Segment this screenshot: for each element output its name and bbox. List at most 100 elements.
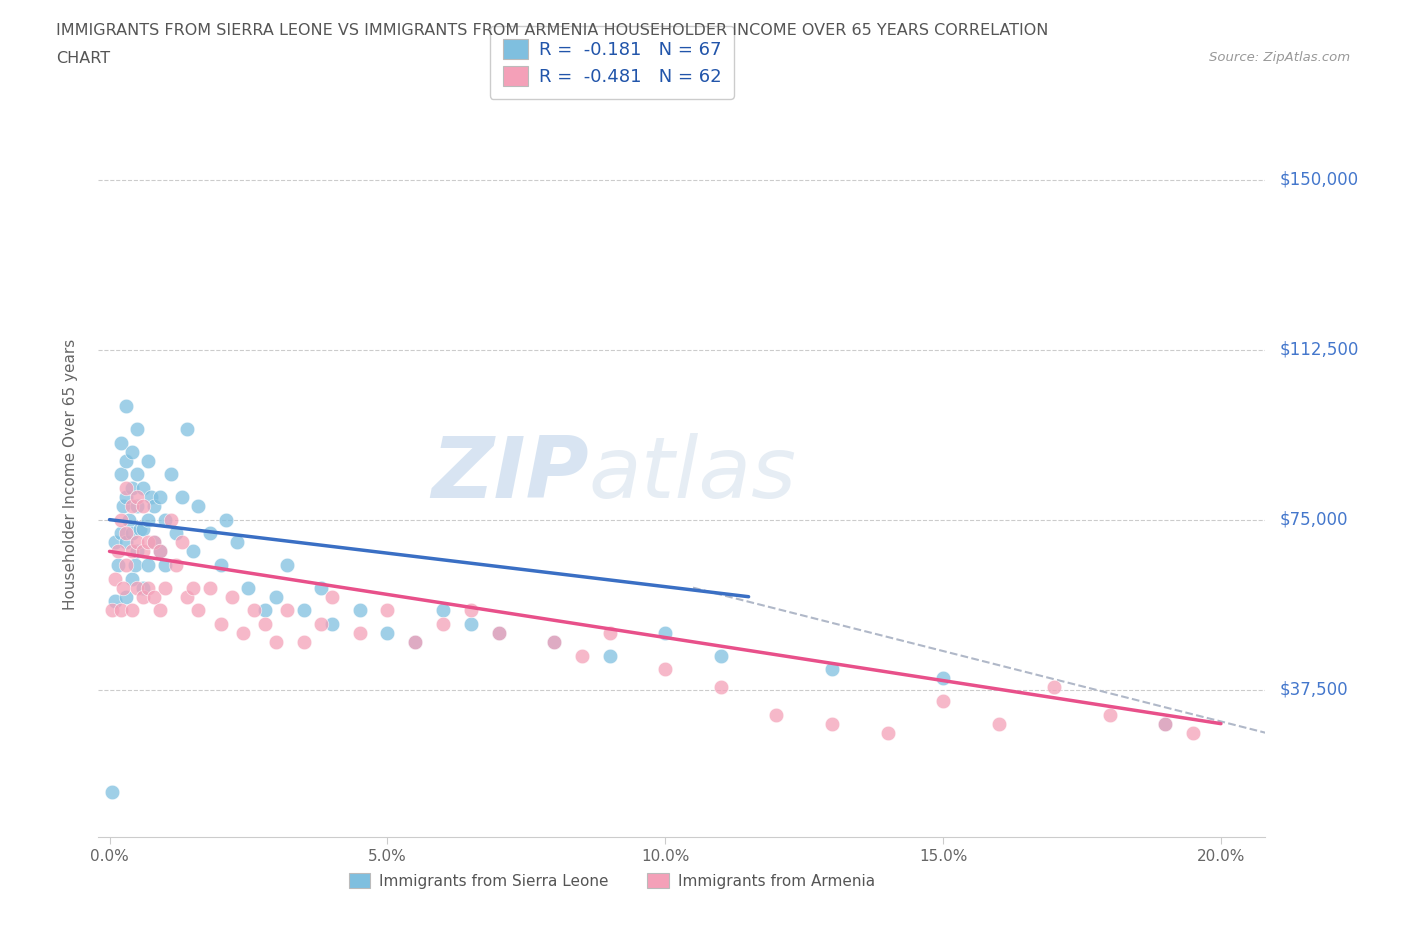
Point (110, 525, 132, 540)
Point (349, 626, 371, 641)
Point (264, 634, 287, 649)
Point (932, 671, 955, 685)
Text: $37,500: $37,500 (1279, 681, 1348, 698)
Text: $150,000: $150,000 (1279, 170, 1358, 189)
Point (654, 626, 676, 641)
Point (143, 535, 166, 550)
Point (165, 558, 187, 573)
Point (132, 481, 155, 496)
Point (107, 558, 129, 573)
Legend: Immigrants from Sierra Leone, Immigrants from Armenia: Immigrants from Sierra Leone, Immigrants… (343, 867, 882, 895)
Point (121, 571, 143, 586)
Point (309, 580, 332, 595)
Point (132, 544, 155, 559)
Point (276, 558, 298, 573)
Point (243, 603, 266, 618)
Point (571, 648, 593, 663)
Point (104, 535, 127, 550)
Point (127, 580, 149, 595)
Text: $112,500: $112,500 (1279, 340, 1358, 359)
Text: CHART: CHART (56, 51, 110, 66)
Point (215, 512, 238, 527)
Point (292, 603, 315, 618)
Point (121, 603, 143, 618)
Point (821, 716, 844, 731)
Point (143, 590, 166, 604)
Point (543, 634, 565, 649)
Point (148, 544, 170, 559)
Y-axis label: Householder Income Over 65 years: Householder Income Over 65 years (63, 339, 77, 610)
Point (404, 634, 426, 649)
Point (404, 634, 426, 649)
Point (115, 489, 138, 504)
Point (1154, 716, 1177, 731)
Point (124, 558, 146, 573)
Point (1182, 725, 1205, 740)
Point (112, 498, 135, 513)
Point (104, 594, 127, 609)
Point (143, 498, 166, 513)
Point (132, 521, 155, 536)
Point (110, 435, 132, 450)
Point (181, 544, 204, 559)
Point (104, 571, 127, 586)
Point (127, 467, 149, 482)
Point (821, 662, 844, 677)
Point (292, 634, 315, 649)
Point (127, 489, 149, 504)
Text: atlas: atlas (589, 432, 797, 516)
Point (264, 590, 287, 604)
Point (107, 544, 129, 559)
Point (127, 544, 149, 559)
Point (115, 535, 138, 550)
Point (115, 481, 138, 496)
Point (129, 521, 152, 536)
Point (349, 603, 371, 618)
Point (221, 590, 243, 604)
Point (1098, 707, 1121, 722)
Point (112, 580, 135, 595)
Point (710, 680, 733, 695)
Point (765, 707, 787, 722)
Point (309, 617, 332, 631)
Point (132, 590, 155, 604)
Point (138, 453, 160, 468)
Point (187, 498, 209, 513)
Point (153, 512, 176, 527)
Point (254, 617, 277, 631)
Point (121, 525, 143, 540)
Point (198, 580, 221, 595)
Point (238, 580, 260, 595)
Point (321, 590, 343, 604)
Point (127, 535, 149, 550)
Point (115, 525, 138, 540)
Point (101, 603, 124, 618)
Point (110, 603, 132, 618)
Point (153, 558, 176, 573)
Point (132, 580, 155, 595)
Text: IMMIGRANTS FROM SIERRA LEONE VS IMMIGRANTS FROM ARMENIA HOUSEHOLDER INCOME OVER : IMMIGRANTS FROM SIERRA LEONE VS IMMIGRAN… (56, 23, 1049, 38)
Point (321, 617, 343, 631)
Point (254, 603, 277, 618)
Point (226, 535, 249, 550)
Point (165, 525, 187, 540)
Point (159, 467, 181, 482)
Point (432, 617, 454, 631)
Point (148, 603, 170, 618)
Point (377, 603, 399, 618)
Point (488, 626, 510, 641)
Point (141, 489, 163, 504)
Point (127, 421, 149, 436)
Point (460, 603, 482, 618)
Point (127, 498, 149, 513)
Point (148, 544, 170, 559)
Point (148, 489, 170, 504)
Point (377, 626, 399, 641)
Point (121, 481, 143, 496)
Point (181, 580, 204, 595)
Point (987, 716, 1010, 731)
Point (432, 603, 454, 618)
Point (138, 535, 160, 550)
Point (170, 489, 193, 504)
Point (138, 558, 160, 573)
